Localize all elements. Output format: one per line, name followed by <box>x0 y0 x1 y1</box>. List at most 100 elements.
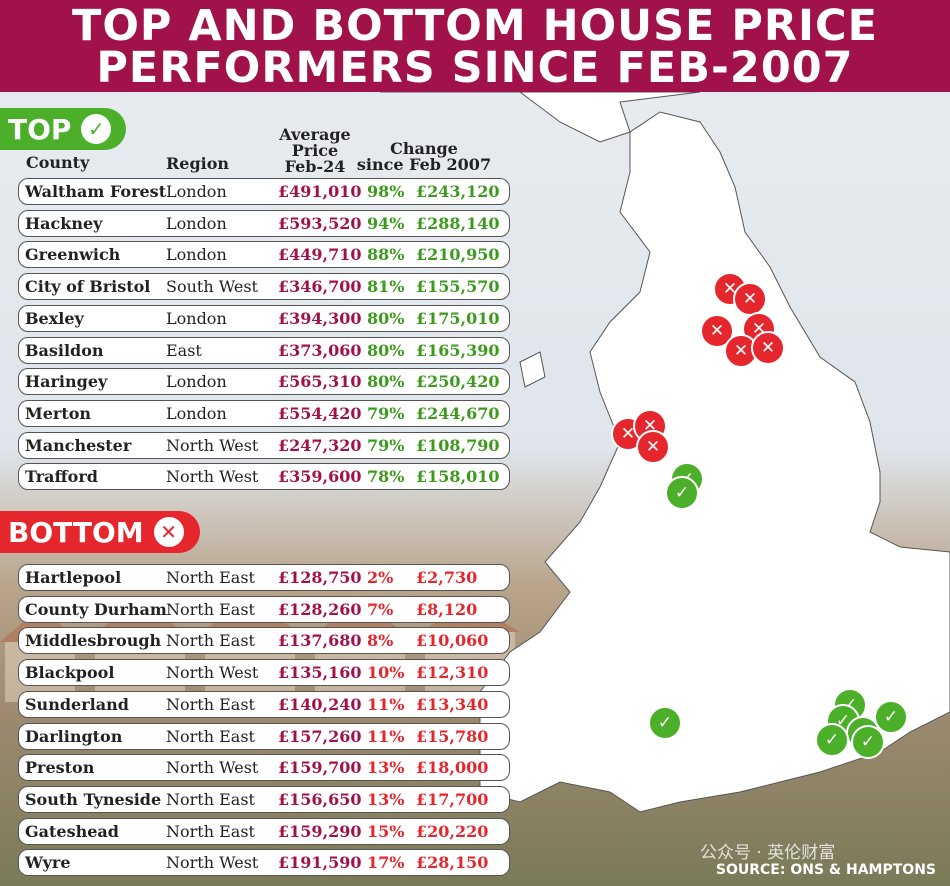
cell-price: £137,680 <box>278 631 362 651</box>
cell-county: Hartlepool <box>25 568 122 587</box>
cell-pct: 81% <box>367 277 405 297</box>
cell-change: £165,390 <box>416 340 500 360</box>
cell-pct: 80% <box>367 372 405 392</box>
cell-price: £140,240 <box>278 694 362 714</box>
top-table-row: Haringey London £565,310 80% £250,420 <box>18 368 510 396</box>
cell-change: £175,010 <box>416 308 500 328</box>
cross-marker-icon: ✕ <box>636 430 670 464</box>
top-tag: TOP ✓ <box>0 108 126 150</box>
cell-county: Basildon <box>25 340 104 360</box>
check-marker-icon: ✓ <box>815 723 849 757</box>
check-marker-icon: ✓ <box>874 700 908 734</box>
cell-county: Darlington <box>25 726 123 746</box>
top-table-row: Waltham Forest London £491,010 98% £243,120 <box>18 178 510 205</box>
cell-county: Hackney <box>25 213 103 233</box>
cell-pct: 80% <box>367 308 405 328</box>
scotland-landmass <box>380 92 701 143</box>
cell-region: North East <box>166 599 255 619</box>
check-marker-icon: ✓ <box>851 725 885 759</box>
cell-price: £394,300 <box>278 308 362 328</box>
cell-change: £18,000 <box>416 758 489 778</box>
cell-pct: 13% <box>367 789 405 809</box>
cell-region: London <box>166 245 227 265</box>
cell-price: £359,600 <box>278 467 362 487</box>
cell-pct: 7% <box>367 599 394 619</box>
cell-region: North East <box>166 789 255 809</box>
cell-county: Greenwich <box>25 245 121 265</box>
cell-pct: 2% <box>367 568 394 587</box>
cell-change: £28,150 <box>416 853 489 873</box>
top-table-row: Manchester North West £247,320 79% £108,790 <box>18 431 510 459</box>
cell-price: £565,310 <box>278 372 362 392</box>
bottom-label: BOTTOM <box>8 515 144 549</box>
cell-price: £156,650 <box>278 789 362 809</box>
cell-county: Trafford <box>25 467 98 487</box>
source-credit: SOURCE: ONS & HAMPTONS <box>715 862 936 878</box>
cell-county: Preston <box>25 758 95 778</box>
cell-region: London <box>166 213 227 233</box>
cell-region: South West <box>166 277 258 297</box>
cell-change: £243,120 <box>416 182 500 201</box>
cell-price: £128,260 <box>278 599 362 619</box>
bottom-tag: BOTTOM ✕ <box>0 511 200 553</box>
cell-region: London <box>166 403 227 423</box>
cell-change: £155,570 <box>416 277 500 297</box>
cell-pct: 78% <box>367 467 405 487</box>
cell-county: South Tyneside <box>25 789 162 809</box>
cell-pct: 79% <box>367 403 405 423</box>
check-marker-icon: ✓ <box>665 476 699 510</box>
top-table-row: City of Bristol South West £346,700 81% £155… <box>18 273 510 301</box>
top-table-row: Greenwich London £449,710 88% £210,950 <box>18 241 510 269</box>
cell-change: £210,950 <box>416 245 500 265</box>
cell-pct: 79% <box>367 435 405 455</box>
cell-county: City of Bristol <box>25 277 151 297</box>
cell-county: Bexley <box>25 308 84 328</box>
cell-region: North West <box>166 435 259 455</box>
cell-price: £346,700 <box>278 277 362 297</box>
cell-county: Blackpool <box>25 663 115 683</box>
cell-county: County Durham <box>25 599 167 619</box>
cell-pct: 80% <box>367 340 405 360</box>
cell-price: £491,010 <box>278 182 362 201</box>
cell-price: £554,420 <box>278 403 362 423</box>
cell-price: £159,700 <box>278 758 362 778</box>
top-table-row: Hackney London £593,520 94% £288,140 <box>18 209 510 237</box>
cell-price: £247,320 <box>278 435 362 455</box>
cell-region: North East <box>166 694 255 714</box>
cell-county: Wyre <box>25 853 71 873</box>
cell-change: £108,790 <box>416 435 500 455</box>
column-price-line-2: Price <box>291 141 339 160</box>
cross-marker-icon: ✕ <box>751 331 785 365</box>
cell-pct: 10% <box>367 663 405 683</box>
column-change: Change since Feb 2007 <box>354 141 494 173</box>
cell-region: London <box>166 182 227 201</box>
cell-pct: 8% <box>367 631 394 651</box>
cell-price: £593,520 <box>278 213 362 233</box>
cell-price: £135,160 <box>278 663 362 683</box>
cell-price: £373,060 <box>278 340 362 360</box>
cell-county: Middlesbrough <box>25 631 162 651</box>
cell-county: Sunderland <box>25 694 129 714</box>
cell-price: £157,260 <box>278 726 362 746</box>
cell-region: London <box>166 372 227 392</box>
cell-pct: 15% <box>367 821 405 841</box>
top-table-row: Basildon East £373,060 80% £165,390 <box>18 336 510 364</box>
column-price: Average Price Feb-24 <box>272 127 358 175</box>
title-line-2: PERFORMERS SINCE FEB-2007 <box>96 43 854 93</box>
watermark-text: 公众号 · 英伦财富 <box>700 843 836 863</box>
cell-change: £8,120 <box>416 599 478 619</box>
cell-change: £17,700 <box>416 789 489 809</box>
cell-region: North East <box>166 726 255 746</box>
cell-county: Manchester <box>25 435 132 455</box>
cell-price: £191,590 <box>278 853 362 873</box>
cell-region: North West <box>166 853 259 873</box>
top-table-row: Trafford North West £359,600 78% £158,010 <box>18 463 510 491</box>
bottom-table-row: Middlesbrough North East £137,680 8% £10,060 <box>18 627 510 655</box>
column-change-line-2: since Feb 2007 <box>356 155 492 174</box>
cell-region: North West <box>166 467 259 487</box>
cell-change: £158,010 <box>416 467 500 487</box>
cell-region: North West <box>166 758 259 778</box>
cell-change: £2,730 <box>416 568 478 587</box>
cross-icon: ✕ <box>153 517 184 547</box>
bottom-table-row: Preston North West £159,700 13% £18,000 <box>18 754 510 782</box>
